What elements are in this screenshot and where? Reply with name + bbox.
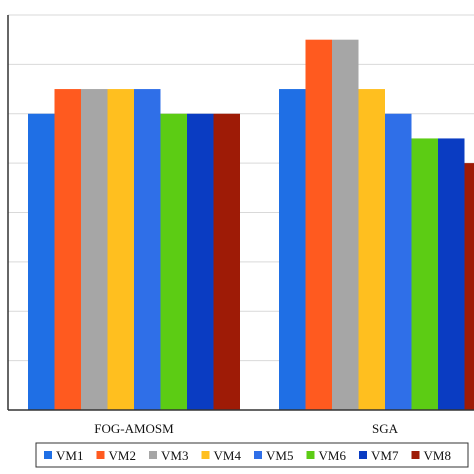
bar-vm5-fog-amosm [134,89,161,410]
legend-swatch-vm3 [149,451,157,459]
axes [7,15,474,411]
category-labels: FOG-AMOSM SGA [94,421,398,436]
category-label-fog-amosm: FOG-AMOSM [94,421,174,436]
bar-vm6-sga [411,138,438,410]
legend: VM1 VM2 VM3 VM4 VM5 VM6 VM7 VM8 [35,442,469,468]
legend-label-vm5: VM5 [266,448,293,463]
bar-vm6-fog-amosm [160,113,187,410]
legend-swatch-vm2 [96,451,105,459]
bar-vm2-sga [305,39,332,410]
category-label-sga: SGA [372,421,399,436]
legend-label-vm2: VM2 [109,448,136,463]
bar-series [28,39,474,410]
bar-vm7-sga [438,138,465,410]
bar-vm4-fog-amosm [107,89,134,410]
bar-vm7-fog-amosm [187,113,214,410]
bar-vm2-fog-amosm [54,89,81,410]
legend-label-vm6: VM6 [319,448,347,463]
legend-swatch-vm4 [201,451,210,459]
bar-vm8-sga [464,163,474,410]
bar-vm3-sga [332,39,359,410]
bar-vm1-sga [279,89,306,410]
bar-vm5-sga [385,113,412,410]
bar-vm1-fog-amosm [28,113,55,410]
legend-box [35,442,469,468]
legend-label-vm8: VM8 [424,448,451,463]
legend-label-vm4: VM4 [214,448,242,463]
bar-vm8-fog-amosm [213,113,240,410]
legend-swatch-vm1 [44,451,52,459]
legend-label-vm7: VM7 [371,448,399,463]
legend-label-vm1: VM1 [56,448,83,463]
legend-swatch-vm6 [306,451,315,459]
bar-vm3-fog-amosm [81,89,108,410]
bar-vm4-sga [358,89,385,410]
legend-swatch-vm8 [411,451,420,459]
legend-swatch-vm7 [359,451,367,459]
legend-label-vm3: VM3 [161,448,188,463]
legend-swatch-vm5 [254,451,262,459]
